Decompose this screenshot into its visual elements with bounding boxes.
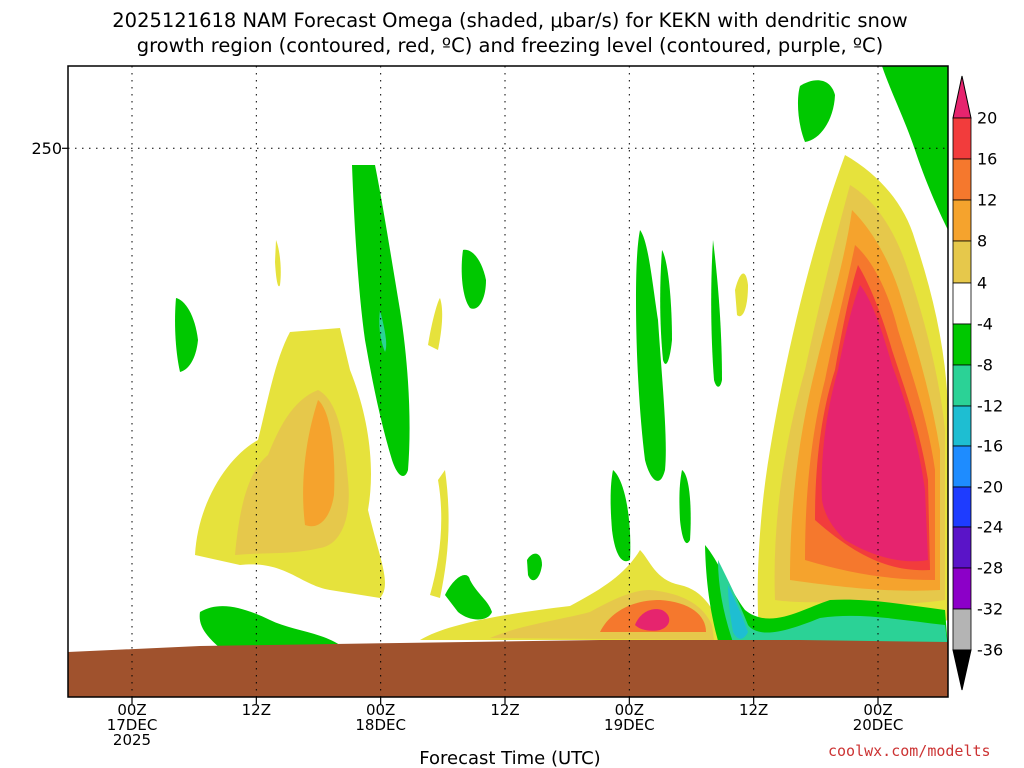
omega-region-green-tower bbox=[636, 230, 666, 481]
x-tick-label: 12Z bbox=[490, 701, 519, 719]
colorbar-label: -32 bbox=[977, 600, 1003, 619]
omega-region-green-lowleft bbox=[199, 606, 340, 648]
colorbar-swatch bbox=[952, 323, 972, 366]
colorbar-bottom-arrow bbox=[952, 649, 972, 691]
omega-region-magenta-right bbox=[821, 285, 928, 562]
colorbar-swatch bbox=[952, 117, 972, 160]
omega-region-green-tower2 bbox=[660, 250, 672, 364]
omega-region-green-low-c bbox=[610, 470, 631, 562]
terrain-fill bbox=[68, 640, 948, 697]
colorbar-swatch bbox=[952, 567, 972, 610]
colorbar-label: -20 bbox=[977, 478, 1003, 497]
colorbar-label: -24 bbox=[977, 518, 1003, 537]
colorbar-label: 12 bbox=[977, 191, 997, 210]
omega-shading bbox=[175, 66, 948, 648]
omega-region-green-blob-a bbox=[461, 249, 486, 309]
y-tick-label: 250 bbox=[31, 139, 62, 158]
x-tick-label: 00Z bbox=[615, 701, 644, 719]
omega-region-green-low-a bbox=[445, 575, 492, 620]
colorbar-swatch bbox=[952, 608, 972, 651]
x-tick-label: 18DEC bbox=[355, 716, 406, 734]
x-tick-label: 20DEC bbox=[853, 716, 904, 734]
x-tick-label: 00Z bbox=[863, 701, 892, 719]
plot-frame bbox=[67, 65, 949, 698]
colorbar-label: -36 bbox=[977, 641, 1003, 660]
omega-region-magenta-lowlevel bbox=[635, 609, 670, 631]
omega-region-teal-lowright bbox=[718, 560, 948, 648]
omega-region-green-topright bbox=[797, 80, 835, 142]
colorbar-label: -28 bbox=[977, 559, 1003, 578]
colorbar-label: 8 bbox=[977, 232, 987, 251]
omega-region-darkorange-left bbox=[303, 400, 335, 527]
colorbar-swatch bbox=[952, 282, 972, 325]
x-tick-label: 17DEC bbox=[107, 716, 158, 734]
x-tick-label: 00Z bbox=[366, 701, 395, 719]
colorbar-swatch bbox=[952, 445, 972, 488]
colorbar: 20 16 12 8 4 -4 -8 -12 -16 -20 -24 -28 -32 -36 bbox=[952, 75, 1003, 691]
gridlines bbox=[68, 66, 948, 697]
y-axis: 2503003504004505005506006507007508008509… bbox=[31, 139, 68, 158]
colorbar-swatch bbox=[952, 526, 972, 569]
omega-region-teal-upper bbox=[379, 310, 387, 352]
omega-region-green-small-left bbox=[175, 298, 198, 372]
colorbar-label: -16 bbox=[977, 437, 1003, 456]
colorbar-swatch bbox=[952, 405, 972, 447]
x-tick-label: 12Z bbox=[242, 701, 271, 719]
omega-region-yellow-center bbox=[430, 470, 449, 598]
colorbar-label: 16 bbox=[977, 150, 997, 169]
colorbar-swatch bbox=[952, 364, 972, 407]
chart-title-line2: growth region (contoured, red, ºC) and f… bbox=[137, 34, 884, 57]
x-axis-label: Forecast Time (UTC) bbox=[419, 748, 600, 768]
colorbar-label: 4 bbox=[977, 274, 987, 293]
omega-region-green-low-d bbox=[679, 470, 691, 544]
colorbar-swatch bbox=[952, 158, 972, 201]
x-tick-label: 2025 bbox=[113, 731, 151, 749]
omega-region-yellow-thin bbox=[428, 298, 443, 350]
omega-region-green-thin bbox=[711, 240, 722, 387]
colorbar-swatch bbox=[952, 240, 972, 284]
colorbar-label: -12 bbox=[977, 397, 1003, 416]
colorbar-label: -8 bbox=[977, 356, 993, 375]
omega-region-green-low-b bbox=[527, 553, 542, 581]
credit-text: coolwx.com/modelts bbox=[828, 742, 991, 760]
colorbar-swatch bbox=[952, 199, 972, 242]
omega-region-yellow-small bbox=[275, 240, 281, 287]
colorbar-swatch bbox=[952, 486, 972, 528]
x-tick-label: 12Z bbox=[739, 701, 768, 719]
colorbar-label: 20 bbox=[977, 109, 997, 128]
colorbar-label: -4 bbox=[977, 315, 993, 334]
omega-region-yellow-small2 bbox=[735, 273, 748, 317]
omega-region-cyan-lowright bbox=[728, 585, 748, 639]
plot-area: -18-18-18-12-12-12000 bbox=[68, 66, 948, 697]
chart-title-line1: 2025121618 NAM Forecast Omega (shaded, μ… bbox=[112, 9, 908, 32]
x-tick-label: 19DEC bbox=[604, 716, 655, 734]
x-tick-label: 00Z bbox=[117, 701, 146, 719]
